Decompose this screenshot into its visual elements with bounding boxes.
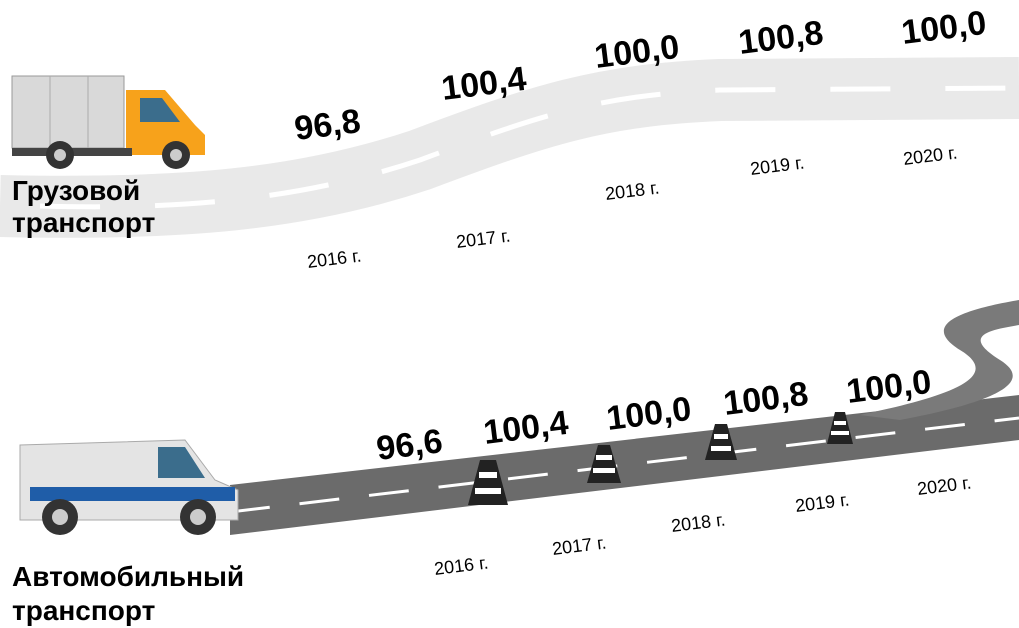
year: 2016 г. (306, 245, 362, 271)
section-label: транспорт (12, 595, 155, 626)
value: 100,0 (899, 4, 988, 52)
year: 2018 г. (604, 177, 660, 203)
value: 100,8 (721, 375, 810, 423)
infographic: Грузовойтранспорт96,82016 г.100,42017 г.… (0, 0, 1019, 628)
value: 96,8 (292, 102, 362, 148)
year: 2020 г. (902, 142, 958, 168)
year: 2017 г. (551, 532, 607, 558)
year: 2019 г. (749, 152, 805, 178)
section-label: Автомобильный (12, 561, 244, 592)
section-label: Грузовой (12, 175, 140, 206)
year: 2018 г. (670, 509, 726, 535)
van-icon (20, 440, 238, 535)
value: 96,6 (374, 422, 444, 468)
year: 2016 г. (433, 552, 489, 578)
year: 2017 г. (455, 225, 511, 251)
value: 100,8 (736, 14, 825, 62)
year: 2020 г. (916, 472, 972, 498)
truck-icon (12, 76, 205, 169)
year: 2019 г. (794, 489, 850, 515)
value: 100,4 (481, 404, 570, 452)
section-label: транспорт (12, 207, 155, 238)
value: 100,0 (604, 390, 693, 438)
